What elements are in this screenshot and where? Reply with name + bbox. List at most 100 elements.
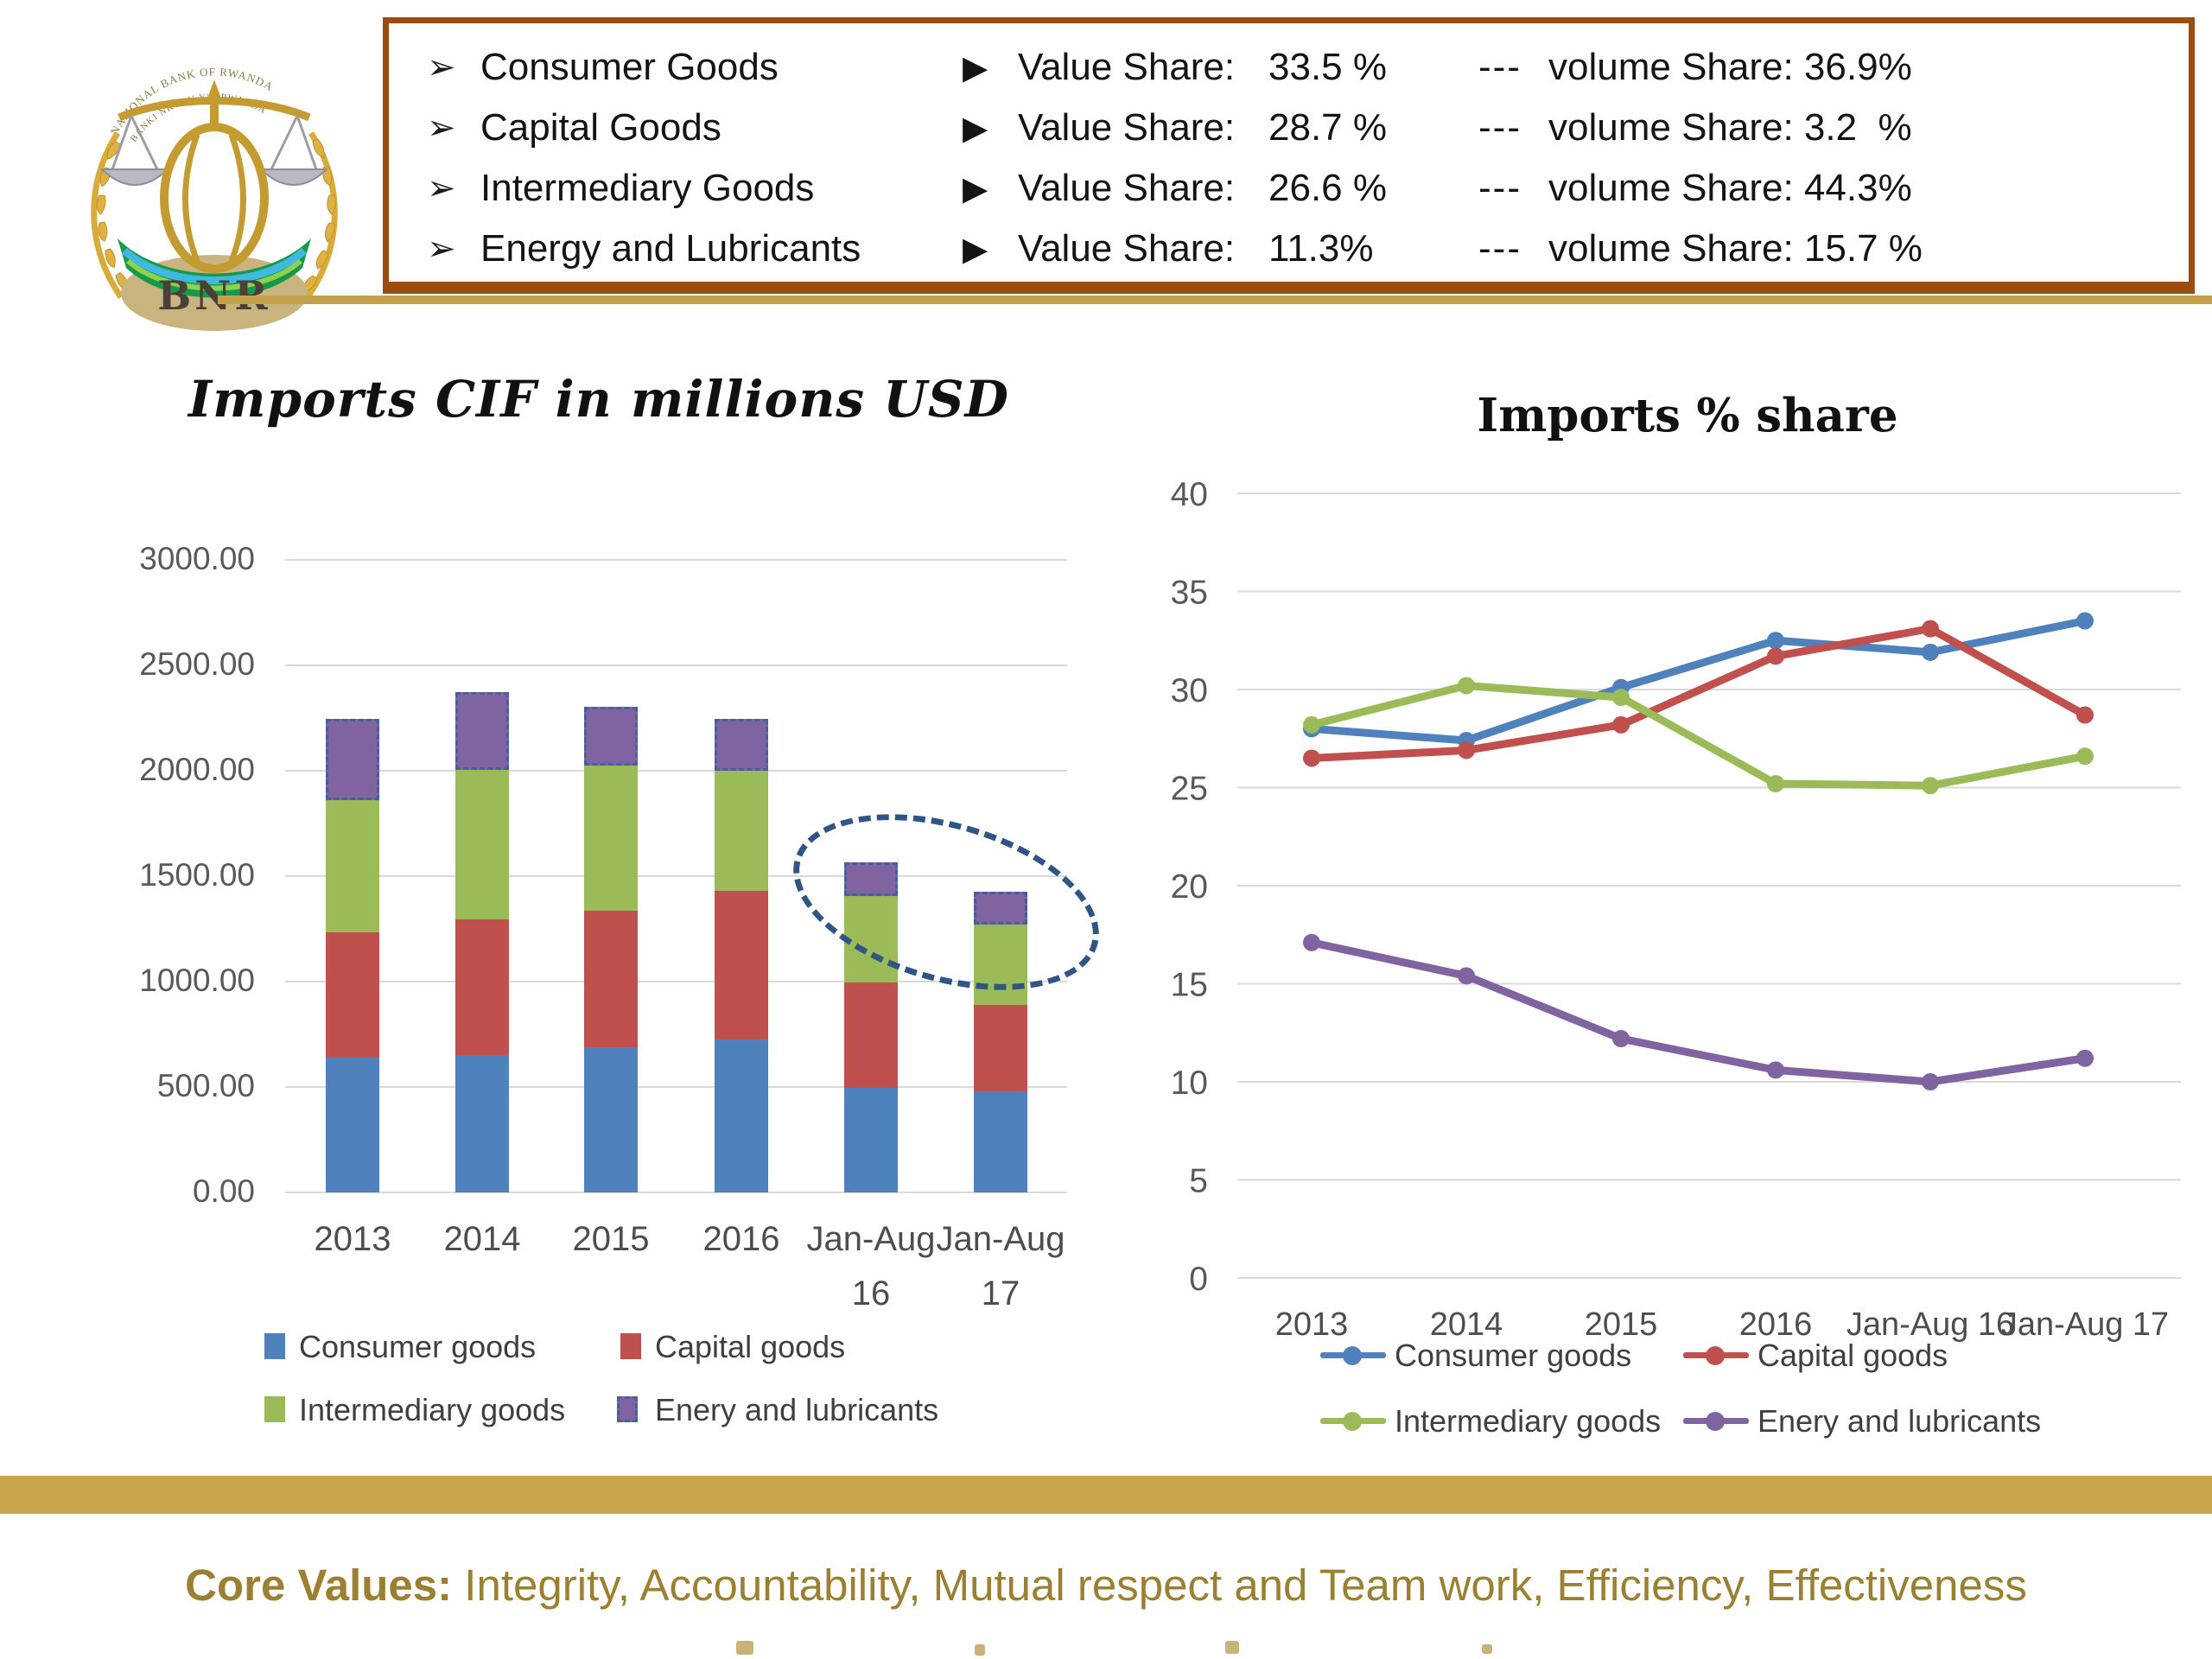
line-chart-ytick: 40 <box>1171 476 1208 513</box>
cropped-text-fragment <box>1482 1644 1492 1654</box>
legend-label: Capital goods <box>655 1329 846 1364</box>
line-chart-ytick: 0 <box>1189 1261 1208 1298</box>
data-point <box>1458 741 1475 760</box>
bar-chart-xlabel-line2: 16 <box>851 1274 891 1313</box>
data-point <box>1458 967 1475 985</box>
legend-chip-energy <box>617 1396 638 1422</box>
bar-segment-intermediary <box>974 925 1027 1005</box>
bar-segment-enery <box>326 719 379 801</box>
core-values-label: Core Values: <box>185 1560 453 1610</box>
bar-segment-intermediary <box>715 771 768 892</box>
value-share-label: Value Share: <box>1018 106 1236 149</box>
bar-segment-capital <box>584 911 638 1047</box>
line-chart-xlabel: 2014 <box>1430 1306 1503 1343</box>
data-point <box>1458 677 1475 695</box>
legend-label: Capital goods <box>1758 1338 1948 1373</box>
bar-segment-intermediary <box>584 765 638 912</box>
value-share-label: Value Share: <box>1018 167 1236 209</box>
legend-chip-consumer <box>264 1333 285 1359</box>
data-point <box>1612 689 1630 707</box>
legend-dot-intermediary <box>1343 1412 1362 1431</box>
bar-chart-ytick: 2500.00 <box>139 646 255 682</box>
cropped-text-fragment <box>975 1644 985 1656</box>
bar-chart-ytick: 0.00 <box>192 1173 255 1209</box>
line-chart-ytick: 10 <box>1171 1065 1208 1102</box>
line-chart-xlabel: 2015 <box>1585 1306 1658 1343</box>
value-share-value: 26.6 % <box>1268 167 1387 209</box>
cropped-text-fragment <box>1225 1641 1239 1654</box>
bar-segment-enery <box>974 892 1027 925</box>
line-chart-xlabel: Jan-Aug 17 <box>2001 1306 2169 1343</box>
bar-segment-consumer <box>455 1055 509 1192</box>
separator-dashes: --- <box>1478 167 1522 209</box>
category-label: Capital Goods <box>480 106 721 149</box>
bar-segment-capital <box>326 931 379 1058</box>
value-share-label: Value Share: <box>1018 227 1236 270</box>
data-point <box>1612 1030 1630 1048</box>
legend-dot-energy <box>1706 1412 1725 1431</box>
data-point <box>2076 706 2094 724</box>
legend-label: Intermediary goods <box>299 1392 566 1427</box>
summary-box: ➢ Consumer Goods ▶ Value Share: 33.5 % -… <box>383 17 2195 294</box>
volume-share-value: volume Share: 3.2 % <box>1548 106 1912 149</box>
bar-chart-gridline <box>285 664 1067 666</box>
pointer-triangle-icon: ▶ <box>963 230 988 268</box>
bar-segment-intermediary <box>844 896 898 983</box>
logo-ribbon <box>118 238 311 298</box>
data-point <box>2076 612 2094 630</box>
list-arrow-icon: ➢ <box>427 168 456 208</box>
bar-segment-consumer <box>715 1039 768 1192</box>
data-point <box>1303 749 1320 767</box>
line-chart-xlabel: 2013 <box>1275 1306 1349 1343</box>
bar-chart-ytick: 2000.00 <box>139 752 255 787</box>
bar-segment-capital <box>715 891 768 1040</box>
bar-segment-enery <box>844 862 898 897</box>
category-label: Energy and Lubricants <box>480 227 861 270</box>
bar-chart-title: Imports CIF in millions USD <box>188 370 1009 429</box>
gold-divider <box>218 296 2212 304</box>
line-chart-ytick: 35 <box>1171 575 1208 612</box>
value-share-value: 28.7 % <box>1268 106 1387 149</box>
legend-label: Consumer goods <box>299 1329 537 1364</box>
data-point <box>1767 1061 1784 1079</box>
summary-row-intermediary: ➢ Intermediary Goods ▶ Value Share: 26.6… <box>389 158 2189 219</box>
bar-segment-enery <box>584 706 638 766</box>
bar-segment-consumer <box>584 1046 638 1192</box>
data-point <box>2076 747 2094 766</box>
legend-dot-consumer <box>1343 1346 1362 1365</box>
data-point <box>1767 647 1784 665</box>
bar-segment-capital <box>974 1004 1027 1091</box>
cropped-text-fragment <box>736 1641 753 1655</box>
footer-gold-bar <box>0 1476 2212 1514</box>
data-point <box>2076 1049 2094 1067</box>
logo-urn <box>160 123 269 273</box>
data-point <box>1922 1073 1939 1090</box>
list-arrow-icon: ➢ <box>427 48 456 87</box>
bar-segment-intermediary <box>455 769 509 919</box>
data-point <box>1303 715 1320 734</box>
core-values-line: Core Values: Integrity, Accountability, … <box>0 1560 2212 1611</box>
line-chart-xlabel: 2016 <box>1739 1306 1813 1343</box>
list-arrow-icon: ➢ <box>427 229 456 269</box>
data-point <box>1612 715 1630 734</box>
bar-chart-xlabel: 2015 <box>572 1220 650 1258</box>
legend-label: Intermediary goods <box>1395 1403 1662 1439</box>
pointer-triangle-icon: ▶ <box>963 109 988 147</box>
volume-share-value: volume Share: 15.7 % <box>1548 227 1923 270</box>
bar-segment-consumer <box>844 1088 898 1192</box>
bar-chart-xlabel: 2014 <box>443 1220 521 1258</box>
bar-chart-gridline <box>285 875 1067 877</box>
category-label: Intermediary Goods <box>480 167 815 209</box>
bar-segment-capital <box>455 919 509 1056</box>
legend-label: Enery and lubricants <box>655 1392 939 1427</box>
summary-row-consumer: ➢ Consumer Goods ▶ Value Share: 33.5 % -… <box>389 37 2189 98</box>
data-point <box>1303 933 1320 951</box>
bar-chart-ytick: 1000.00 <box>139 963 255 998</box>
bar-chart-ytick: 500.00 <box>156 1068 255 1103</box>
core-values-text: Integrity, Accountability, Mutual respec… <box>452 1560 2027 1610</box>
bar-segment-enery <box>455 691 509 770</box>
data-point <box>1922 620 1939 638</box>
bar-chart-gridline <box>285 1192 1067 1193</box>
